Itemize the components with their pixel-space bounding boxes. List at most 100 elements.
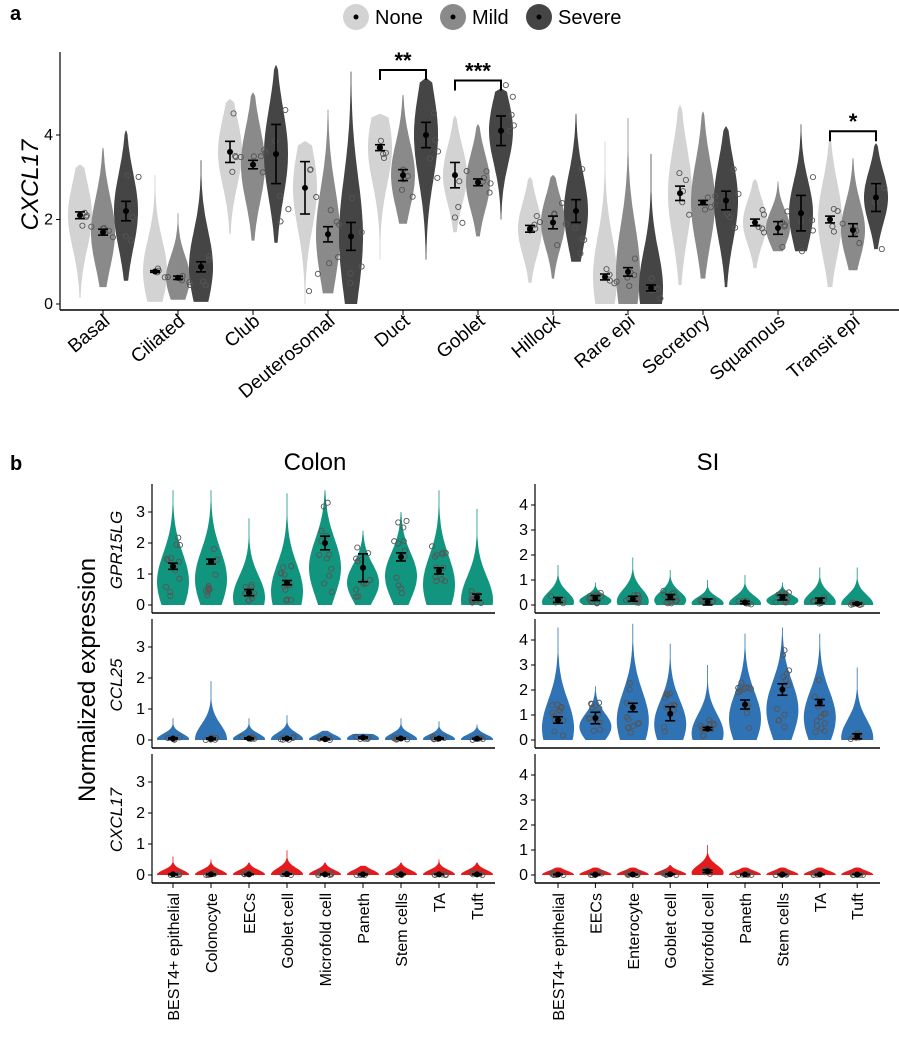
violin-si-ccl25 [803, 633, 836, 740]
data-point [327, 207, 334, 214]
data-point [186, 279, 193, 286]
violin-si-gpr15lg [729, 575, 761, 605]
data-point [506, 128, 513, 135]
violin-colon-cxcl17 [423, 859, 455, 875]
data-point [395, 582, 402, 589]
error-bar-si [814, 698, 825, 707]
data-point [124, 172, 131, 179]
data-point [588, 700, 595, 707]
data-point [839, 220, 846, 227]
data-point [245, 597, 252, 604]
violin-si-cxcl17 [654, 865, 687, 875]
colon-x-tick-label: EECs [242, 893, 259, 934]
data-point [428, 543, 436, 550]
data-point [105, 227, 112, 234]
violin-si-gpr15lg [803, 567, 836, 605]
data-point [732, 224, 739, 231]
si-cxcl17-y-tick-label: 3 [519, 792, 528, 809]
gene-label-gpr15lg: GPR15LG [107, 511, 126, 589]
data-point [572, 224, 579, 231]
mean-point [742, 701, 748, 708]
data-point [206, 586, 213, 593]
error-bar-si [553, 715, 563, 725]
data-point [175, 558, 182, 565]
data-point [81, 209, 88, 216]
data-point [290, 733, 297, 741]
data-point [307, 166, 314, 173]
data-point [596, 699, 603, 706]
data-point [581, 236, 588, 243]
data-point [326, 260, 333, 267]
data-point [409, 193, 416, 200]
data-point [760, 229, 767, 236]
mean-point [152, 268, 158, 275]
data-point [657, 295, 664, 302]
violin-severe [489, 88, 513, 220]
data-point [237, 154, 244, 161]
data-point [549, 709, 556, 716]
si-ccl25-y-tick-label: 4 [519, 632, 528, 649]
si-ccl25-y-tick-label: 3 [519, 657, 528, 674]
panel-a-x-tick-label: Basal [64, 311, 114, 358]
data-point [395, 519, 402, 526]
panel-label-b: b [10, 453, 22, 475]
data-point [328, 589, 335, 596]
data-point [468, 596, 475, 603]
error-bar-si [814, 871, 825, 878]
legend-label-mild: Mild [472, 7, 509, 29]
data-point [743, 709, 750, 716]
data-point [441, 578, 448, 585]
si-gpr15lg-y-tick-label: 3 [519, 522, 528, 539]
legend-dot-icon [450, 14, 456, 20]
si-x-tick-label: Microfold cell [701, 893, 718, 986]
legend-label-none: None [375, 7, 423, 29]
violin-mild [691, 111, 715, 279]
si-gpr15lg-y-tick-label: 2 [519, 547, 528, 564]
mean-point [550, 219, 556, 226]
si-x-tick-label: EECs [588, 893, 605, 934]
data-point [257, 153, 265, 160]
data-point [324, 499, 331, 506]
data-point [682, 176, 689, 183]
error-bar-si [665, 705, 676, 722]
si-cxcl17-y-tick-label: 0 [519, 867, 528, 884]
si-x-tick-label: Tuft [850, 892, 867, 920]
data-point [809, 174, 816, 181]
data-point [459, 219, 466, 226]
error-bar-colon [282, 735, 292, 742]
data-point [186, 281, 194, 288]
mean-point [700, 199, 706, 206]
data-point [724, 210, 731, 217]
mean-point [250, 161, 256, 168]
data-point [772, 599, 779, 606]
mean-point [123, 208, 129, 215]
data-point [202, 282, 209, 289]
data-point [305, 288, 313, 295]
data-point [463, 168, 470, 175]
data-point [433, 577, 440, 585]
error-bar-colon [396, 871, 406, 878]
error-bar-mild [773, 220, 783, 236]
mean-point [322, 871, 328, 878]
violin-none [68, 164, 92, 298]
data-point [635, 594, 642, 602]
error-bar-severe [796, 194, 806, 232]
mean-point [227, 148, 233, 155]
error-bar-colon [168, 735, 178, 742]
data-point [318, 527, 325, 534]
error-bar-severe [121, 200, 131, 222]
data-point [554, 242, 561, 249]
si-gpr15lg-y-tick-label: 1 [519, 572, 528, 589]
data-point [809, 217, 816, 224]
data-point [358, 263, 365, 270]
mean-point [555, 717, 561, 723]
error-bar-colon [358, 871, 368, 878]
data-point [328, 565, 335, 572]
panel-a-y-tick-label: 0 [44, 296, 53, 313]
panel-a-x-tick-label: Rare epi [571, 311, 640, 373]
mean-point [816, 597, 823, 604]
violin-mild [391, 94, 415, 224]
mean-point [77, 212, 83, 219]
data-point [635, 719, 642, 727]
data-point [161, 274, 168, 281]
